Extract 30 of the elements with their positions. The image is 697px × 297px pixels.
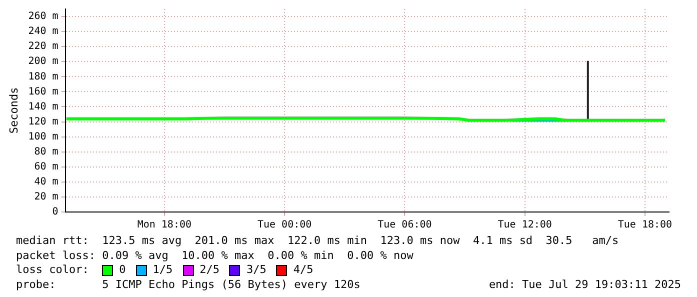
y-tick-label: 240 m: [28, 26, 58, 38]
x-tick-label: Tue 06:00: [378, 220, 432, 231]
y-tick-label: 200 m: [28, 56, 58, 68]
y-tick-label: 20 m: [34, 192, 58, 203]
y-axis-title: Seconds: [7, 87, 20, 134]
y-tick-label: 140 m: [28, 101, 58, 112]
legend-label: 2/5: [200, 263, 220, 278]
y-tick-label: 260 m: [28, 11, 58, 22]
y-tick-label: 60 m: [34, 161, 58, 172]
legend-label: 0: [119, 263, 126, 278]
legend-label: 4/5: [293, 263, 314, 278]
legend-label: 3/5: [246, 263, 266, 278]
legend-label: 1/5: [152, 263, 173, 278]
y-tick-label: 180 m: [28, 71, 58, 82]
y-tick-label: 160 m: [28, 86, 58, 98]
text: end: Tue Jul 29 19:03:11 2025: [488, 278, 681, 292]
text: packet loss: 0.09 % avg 10.00 % max 0.00 % min 0.00 % now: [16, 248, 414, 263]
x-tick-label: Tue 12:00: [498, 220, 552, 231]
text: probe: 5 ICMP Echo Pings (56 Bytes) every 120s: [16, 278, 360, 292]
y-tick-label: 80 m: [34, 146, 58, 158]
x-tick-label: Tue 18:00: [618, 220, 672, 231]
x-tick-label: Mon 18:00: [137, 220, 192, 231]
y-tick-label: 0: [52, 206, 58, 218]
text: median rtt: 123.5 ms avg 201.0 ms max 122.0 ms min 123.0 ms now 4.1 ms sd 30.5 am/s: [16, 234, 620, 248]
legend-title: loss color:: [16, 263, 90, 278]
y-tick-label: 220 m: [28, 41, 58, 52]
y-tick-label: 100 m: [28, 131, 58, 142]
y-tick-label: 120 m: [28, 116, 58, 128]
x-tick-label: Tue 00:00: [257, 220, 312, 231]
y-tick-label: 40 m: [34, 176, 58, 188]
